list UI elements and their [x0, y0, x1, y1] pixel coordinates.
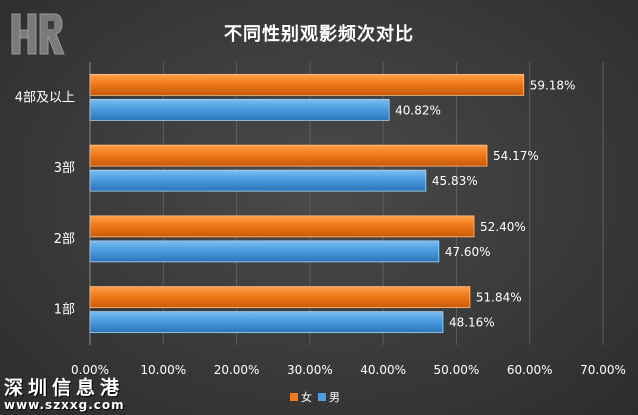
data-label: 54.17% [493, 149, 539, 163]
data-label: 45.83% [432, 174, 478, 188]
data-label: 59.18% [530, 78, 576, 92]
data-label: 52.40% [480, 220, 526, 234]
logo-icon [11, 13, 65, 55]
category-label: 4部及以上 [15, 90, 75, 105]
x-tick-label: 30.00% [287, 363, 333, 377]
watermark: 深圳信息港 www.szxxg.com [4, 378, 125, 412]
legend-swatch-female [290, 393, 298, 401]
bar-female [89, 73, 525, 96]
legend-label-female: 女 [301, 391, 312, 404]
legend-label-male: 男 [329, 391, 340, 404]
x-tick-label: 50.00% [434, 363, 480, 377]
bar-female [89, 215, 475, 238]
legend-item-female: 女 [290, 389, 312, 405]
x-tick-label: 10.00% [140, 363, 186, 377]
watermark-name: 深圳信息港 [4, 377, 125, 399]
data-label: 48.16% [449, 316, 495, 330]
chart-title: 不同性别观影频次对比 [224, 24, 414, 45]
legend-item-male: 男 [318, 389, 340, 405]
data-label: 47.60% [445, 245, 491, 259]
x-tick-label: 60.00% [507, 363, 553, 377]
bar-male [89, 311, 444, 334]
chart-legend: 女 男 [290, 389, 346, 405]
bar-female [89, 144, 488, 167]
bar-female [89, 286, 471, 309]
x-tick-label: 40.00% [360, 363, 406, 377]
category-label: 2部 [54, 232, 75, 247]
legend-swatch-male [318, 393, 326, 401]
data-label: 40.82% [395, 103, 441, 117]
bar-male [89, 98, 390, 121]
data-label: 51.84% [476, 291, 522, 305]
x-tick-label: 0.00% [71, 363, 109, 377]
x-tick-label: 20.00% [214, 363, 260, 377]
category-label: 3部 [54, 161, 75, 176]
watermark-url: www.szxxg.com [4, 398, 125, 412]
bar-male [89, 169, 427, 192]
category-label: 1部 [54, 303, 75, 318]
x-tick-label: 70.00% [580, 363, 626, 377]
bar-male [89, 240, 440, 263]
